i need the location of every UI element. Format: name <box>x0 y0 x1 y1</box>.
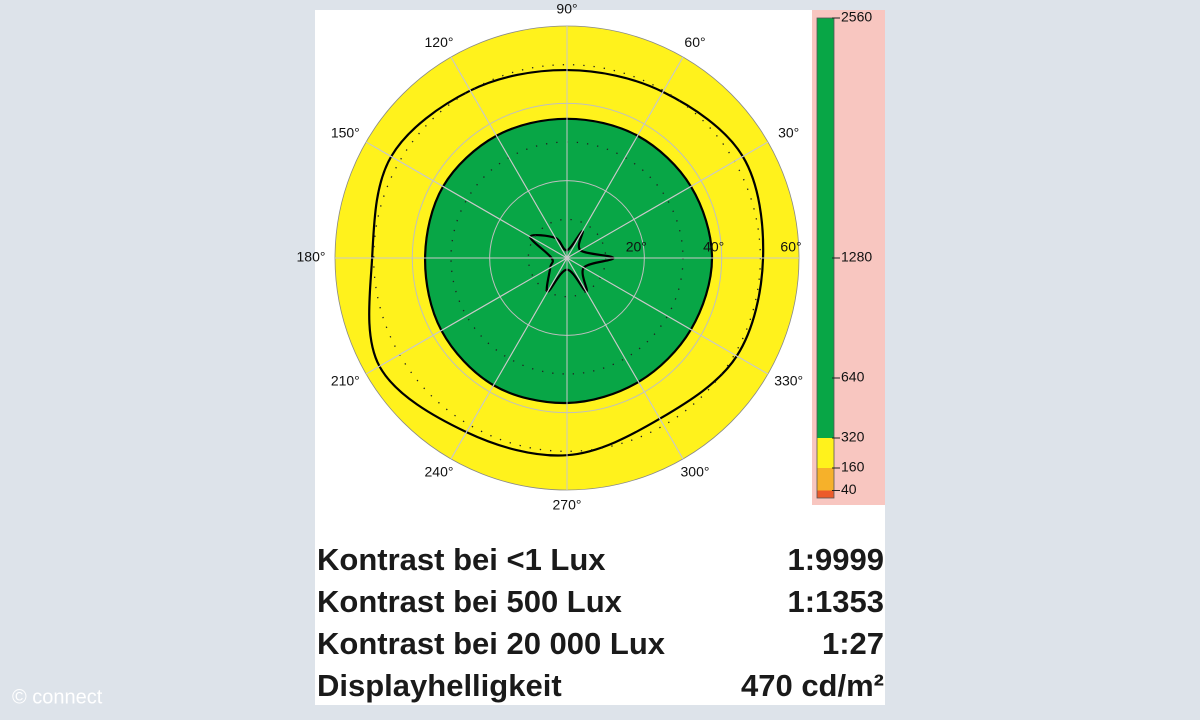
row-label: Kontrast bei 20 000 Lux <box>317 626 666 661</box>
colorbar-band <box>817 490 834 498</box>
theta-tick-label: 240° <box>425 463 454 479</box>
row-value: 1:1353 <box>787 584 884 619</box>
colorbar-band <box>817 18 834 438</box>
row-value: 1:27 <box>822 626 884 661</box>
row-value: 1:9999 <box>787 542 884 577</box>
theta-tick-label: 150° <box>331 125 360 141</box>
r-tick-label: 20° <box>626 239 647 255</box>
theta-tick-label: 30° <box>778 125 799 141</box>
theta-tick-label: 210° <box>331 373 360 389</box>
colorbar-tick-label: 640 <box>841 369 865 385</box>
colorbar-tick-label: 1280 <box>841 249 872 265</box>
theta-tick-label: 270° <box>553 497 582 513</box>
colorbar-tick-label: 2560 <box>841 9 872 25</box>
row-label: Kontrast bei 500 Lux <box>317 584 623 619</box>
theta-tick-label: 300° <box>681 463 710 479</box>
row-label: Displayhelligkeit <box>317 668 562 703</box>
r-tick-label: 60° <box>780 239 801 255</box>
theta-tick-label: 60° <box>684 34 705 50</box>
row-value: 470 cd/m² <box>741 668 884 703</box>
theta-tick-label: 180° <box>297 249 326 265</box>
spoke <box>365 141 769 375</box>
theta-tick-label: 120° <box>425 34 454 50</box>
credit: © connect <box>12 686 103 708</box>
colorbar-tick-label: 160 <box>841 459 865 475</box>
theta-tick-label: 330° <box>774 373 803 389</box>
colorbar-tick-label: 40 <box>841 481 857 497</box>
colorbar-tick-label: 320 <box>841 429 865 445</box>
colorbar-band <box>817 438 834 468</box>
row-label: Kontrast bei <1 Lux <box>317 542 606 577</box>
r-tick-label: 40° <box>703 239 724 255</box>
colorbar-band <box>817 468 834 491</box>
theta-tick-label: 90° <box>556 1 577 17</box>
